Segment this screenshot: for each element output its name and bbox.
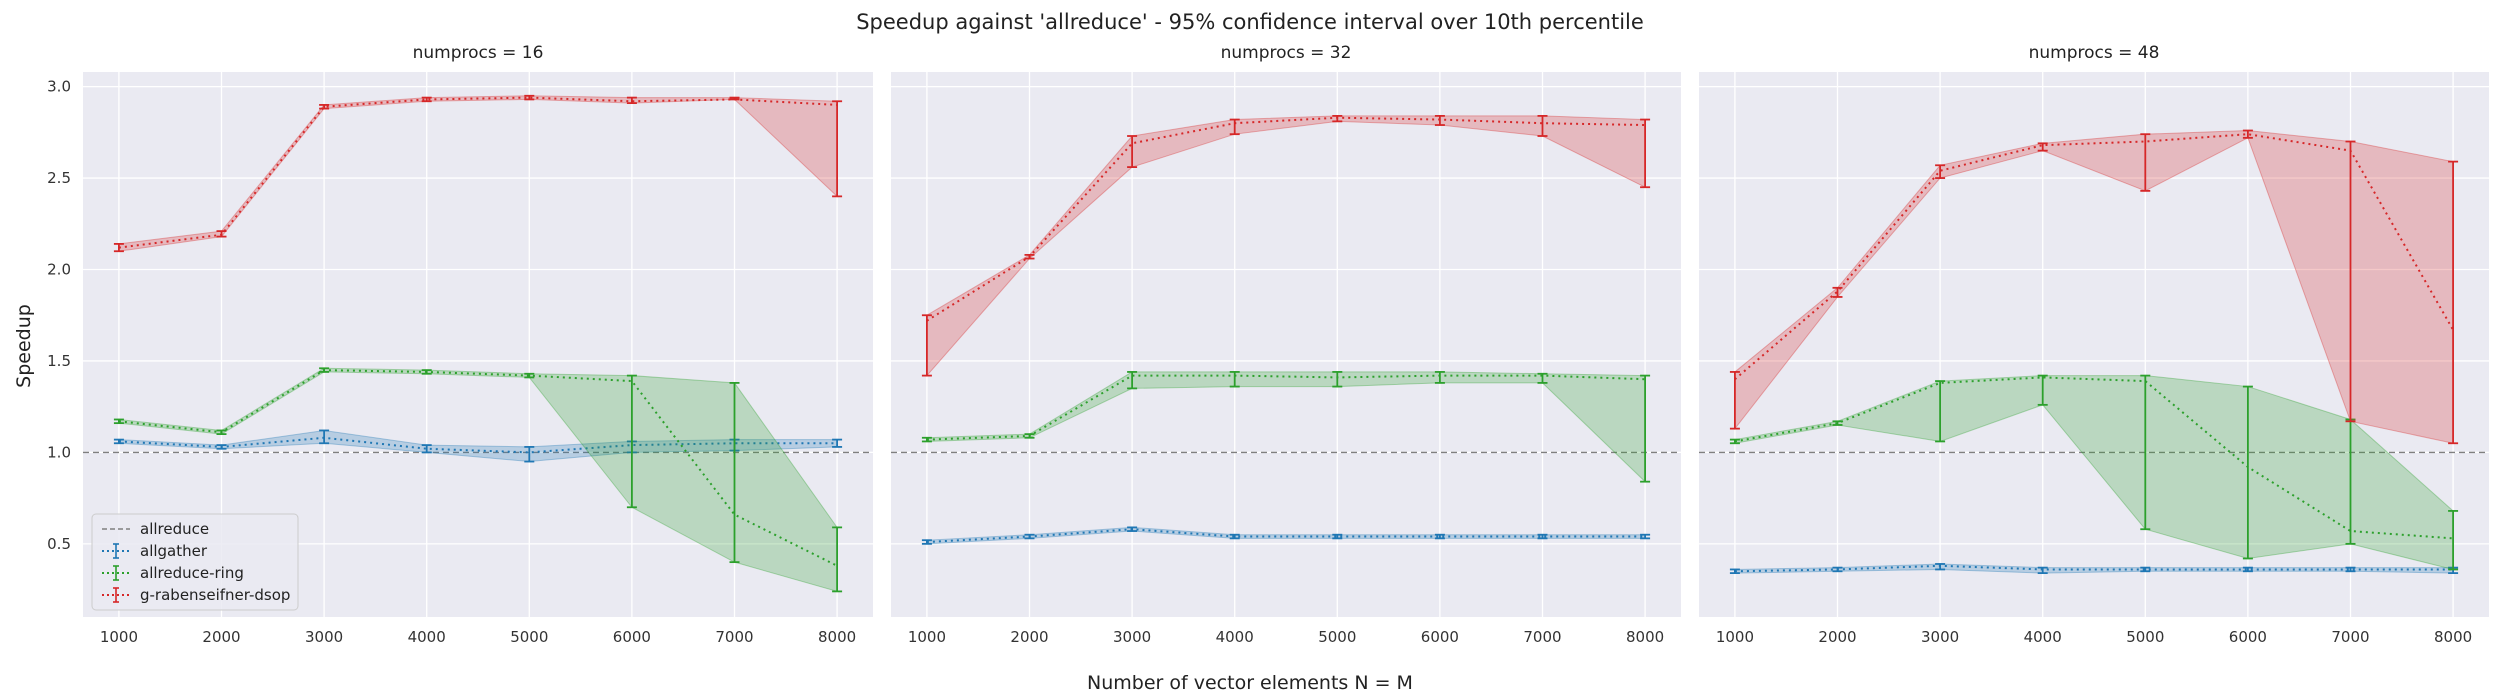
x-tick-label: 5000: [2126, 628, 2164, 646]
figure-title: Speedup against 'allreduce' - 95% confid…: [856, 10, 1644, 34]
panel-3: numprocs = 48 1000 2000 3000 4000 5000 6000 700…: [1699, 43, 2489, 646]
panel-title: numprocs = 32: [1221, 43, 1352, 63]
legend-entry-allreduce-ring: allreduce-ring: [102, 564, 244, 582]
legend-entry-allreduce: allreduce: [102, 520, 209, 538]
plot-area: [1699, 72, 2489, 617]
y-tick-label: 2.0: [47, 261, 71, 279]
series-allgather: [1729, 563, 2459, 575]
x-tick-label: 1000: [1716, 628, 1754, 646]
series-g-rabenseifner-dsop: [113, 94, 843, 253]
chart-legend: allreduce allgather allreduce-ring g-rabens…: [91, 513, 299, 611]
series-line: [118, 436, 838, 454]
legend-box: [91, 513, 299, 611]
series-line: [1734, 376, 2454, 540]
x-tick-label: 1000: [100, 628, 138, 646]
x-tick-label: 7000: [715, 628, 753, 646]
series-line: [1734, 133, 2454, 381]
y-tick-label: 3.0: [47, 78, 71, 96]
x-tick-label: 2000: [202, 628, 240, 646]
y-axis-label: Speedup: [13, 304, 35, 388]
series-allreduce-ring: [113, 367, 843, 593]
series-g-rabenseifner-dsop: [921, 114, 1651, 377]
panel-2: numprocs = 32 1000 2000 3000 4000 5000 6000 700…: [891, 43, 1681, 646]
legend-entry-allgather: allgather: [102, 542, 208, 560]
series-line: [118, 96, 838, 249]
x-tick-label: 2000: [1010, 628, 1048, 646]
y-tick-label: 0.5: [47, 535, 71, 553]
x-tick-label: 3000: [1113, 628, 1151, 646]
series-allreduce-ring: [1729, 374, 2459, 571]
x-tick-label: 8000: [1626, 628, 1664, 646]
x-tick-label: 4000: [2024, 628, 2062, 646]
series-allgather: [921, 526, 1651, 545]
x-tick-label: 4000: [408, 628, 446, 646]
x-tick-label: 8000: [2434, 628, 2472, 646]
x-tick-label: 6000: [2229, 628, 2267, 646]
x-tick-label: 5000: [1318, 628, 1356, 646]
x-tick-label: 6000: [613, 628, 651, 646]
plot-area: [891, 72, 1681, 617]
x-tick-label: 7000: [1523, 628, 1561, 646]
y-tick-label: 2.5: [47, 169, 71, 187]
x-tick-label: 3000: [305, 628, 343, 646]
x-tick-label: 5000: [510, 628, 548, 646]
panel-title: numprocs = 16: [413, 43, 544, 63]
x-tick-label: 7000: [2331, 628, 2369, 646]
y-tick-label: 1.0: [47, 443, 71, 461]
x-tick-label: 4000: [1216, 628, 1254, 646]
legend-label: allreduce: [140, 520, 209, 538]
legend-label: allreduce-ring: [140, 564, 244, 582]
x-tick-label: 3000: [1921, 628, 1959, 646]
panel-title: numprocs = 48: [2029, 43, 2160, 63]
x-tick-label: 6000: [1421, 628, 1459, 646]
x-tick-label: 1000: [908, 628, 946, 646]
series-allreduce-ring: [921, 371, 1651, 483]
y-tick-label: 1.5: [47, 352, 71, 370]
x-axis-label: Number of vector elements N = M: [1087, 672, 1413, 694]
legend-entry-g-rabenseifner-dsop: g-rabenseifner-dsop: [102, 586, 290, 604]
x-tick-label: 2000: [1818, 628, 1856, 646]
legend-label: g-rabenseifner-dsop: [140, 586, 290, 604]
x-tick-label: 8000: [818, 628, 856, 646]
chart-panels: numprocs = 16 1000 2000 3000 4000 5000 6000 700…: [47, 43, 2489, 646]
legend-label: allgather: [140, 542, 208, 560]
series-g-rabenseifner-dsop: [1729, 129, 2459, 445]
